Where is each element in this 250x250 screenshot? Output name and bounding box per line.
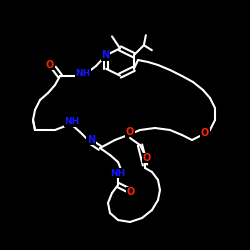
Text: N: N xyxy=(87,135,95,145)
Text: O: O xyxy=(201,128,209,138)
Text: NH: NH xyxy=(64,118,80,126)
Text: NH: NH xyxy=(76,68,90,78)
Text: O: O xyxy=(46,60,54,70)
Text: O: O xyxy=(143,153,151,163)
Text: O: O xyxy=(127,187,135,197)
Text: N: N xyxy=(101,50,109,60)
Text: NH: NH xyxy=(110,168,126,177)
Text: O: O xyxy=(126,127,134,137)
